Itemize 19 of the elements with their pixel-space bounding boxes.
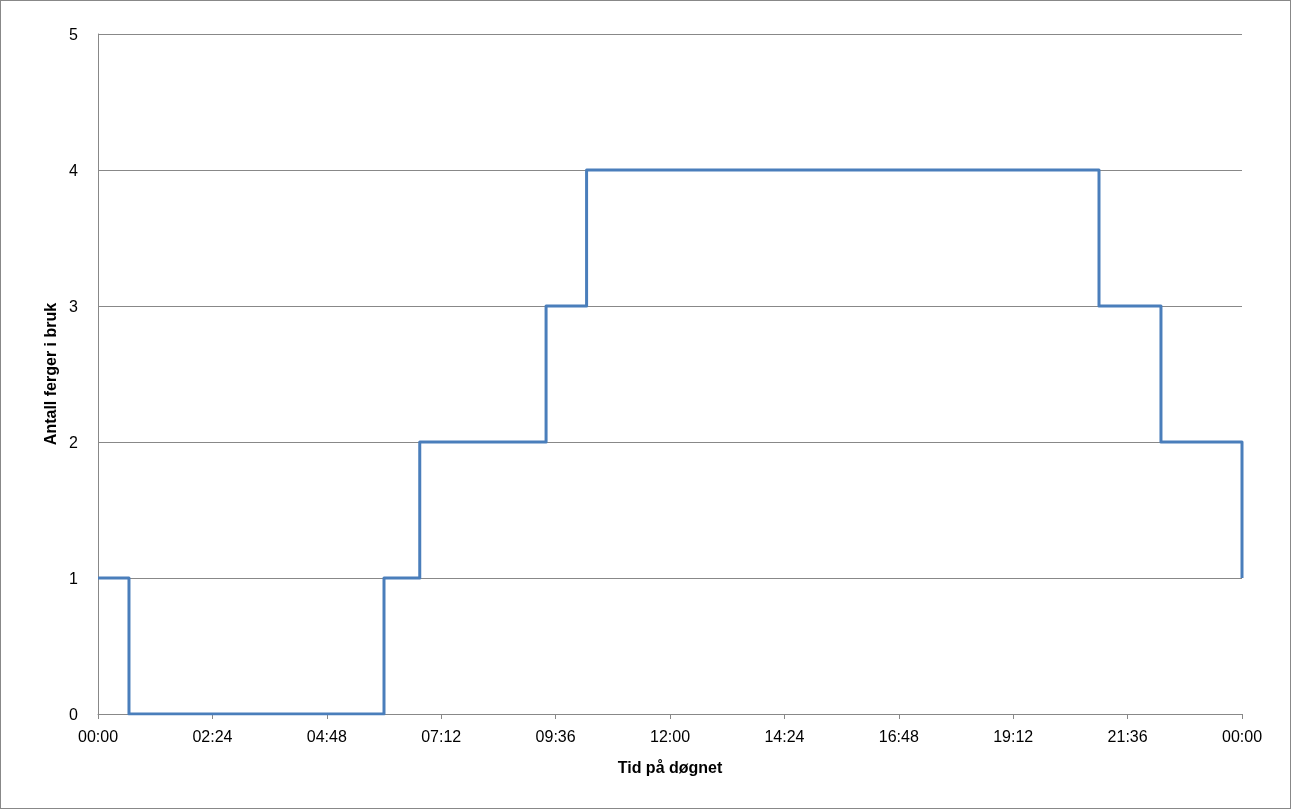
- x-tick-label: 09:36: [535, 727, 576, 745]
- x-tick-label: 21:36: [1107, 727, 1148, 745]
- y-tick-label: 4: [69, 161, 79, 179]
- y-tick-label: 5: [69, 25, 79, 43]
- x-tick-label: 16:48: [878, 727, 919, 745]
- x-tick-label: 00:00: [77, 727, 119, 745]
- x-tick-label: 14:24: [764, 727, 805, 745]
- x-tick-label: 07:12: [421, 727, 462, 745]
- x-tick-label: 02:24: [192, 727, 233, 745]
- x-axis-title: Tid på døgnet: [617, 758, 723, 776]
- x-tick-label: 04:48: [306, 727, 347, 745]
- y-tick-label: 0: [69, 705, 79, 723]
- x-tick-label: 19:12: [993, 727, 1034, 745]
- x-tick-label: 12:00: [649, 727, 691, 745]
- y-axis-title: Antall ferger i bruk: [41, 302, 59, 446]
- y-tick-label: 1: [69, 569, 79, 587]
- x-tick-label: 00:00: [1221, 727, 1263, 745]
- y-tick-label: 2: [69, 433, 79, 451]
- y-tick-label: 3: [69, 297, 79, 315]
